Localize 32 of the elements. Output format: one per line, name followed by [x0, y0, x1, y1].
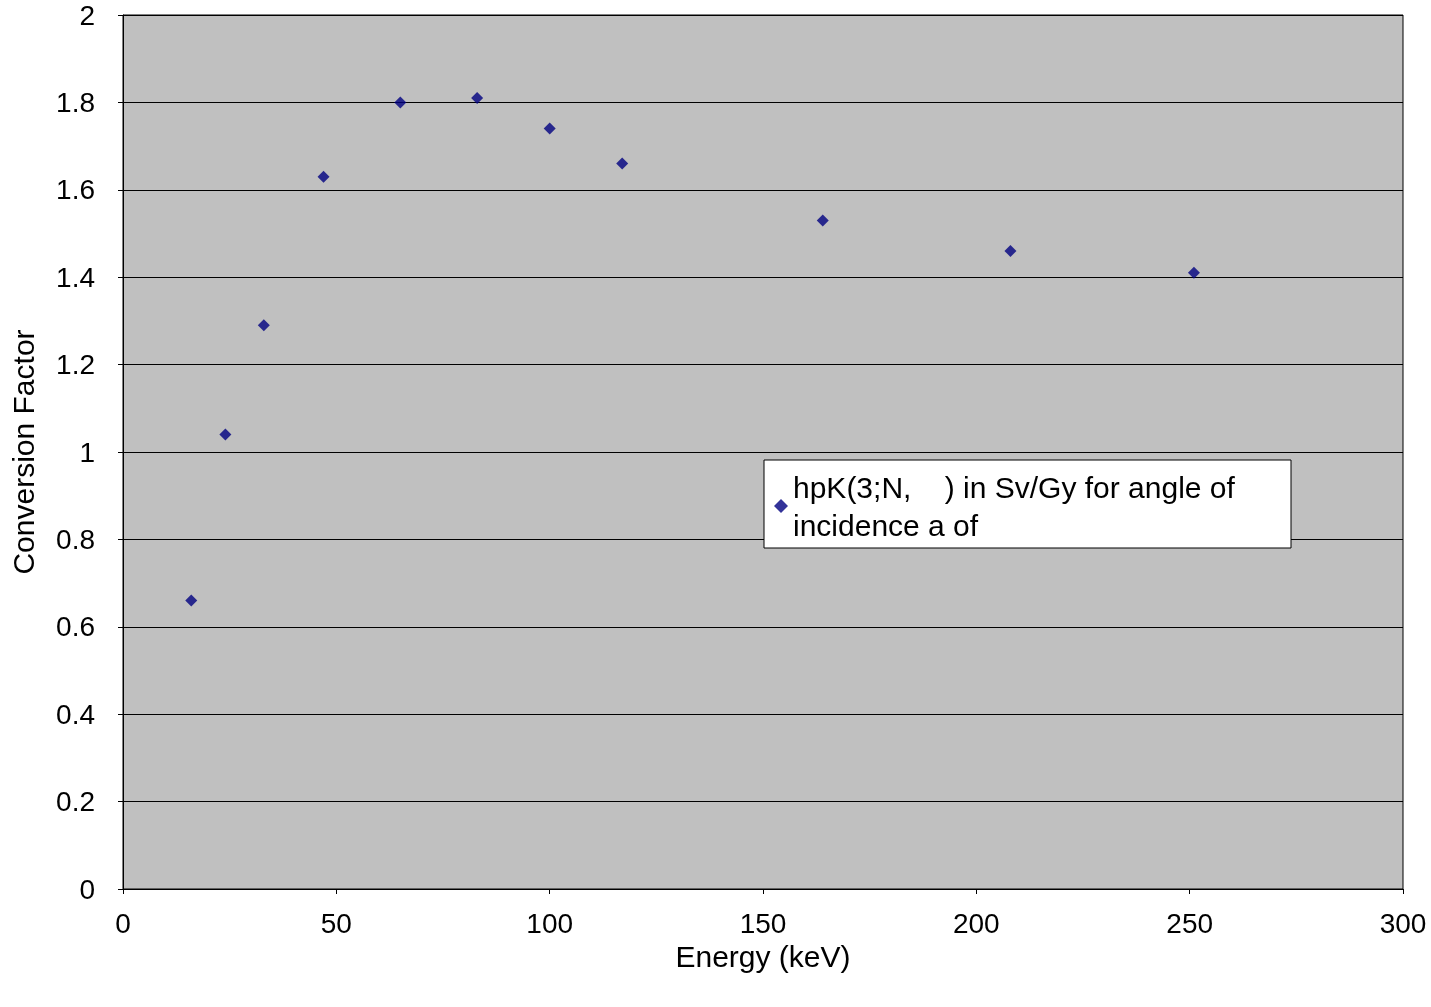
- point: [616, 157, 629, 170]
- x-tick-label: 200: [952, 907, 1000, 939]
- y-tick-label: 1.8: [56, 86, 95, 118]
- x-axis-title: Energy (keV): [675, 940, 851, 974]
- y-tick-label: 0.6: [56, 611, 95, 643]
- legend-label: hpK(3;N, ) in Sv/Gy for angle of incidence a of: [793, 470, 1244, 542]
- point: [257, 319, 270, 332]
- x-tick-label: 150: [739, 907, 787, 939]
- point: [317, 170, 330, 183]
- y-axis-title: Conversion Factor: [6, 329, 40, 575]
- x-tick-label: 100: [526, 907, 574, 939]
- y-tick-label: 0: [79, 873, 95, 905]
- point: [816, 214, 829, 227]
- y-tick-label: 1: [79, 436, 95, 468]
- y-tick-label: 0.2: [56, 786, 95, 818]
- point: [471, 92, 484, 105]
- x-tick-label: 300: [1379, 907, 1427, 939]
- y-tick-label: 1.2: [56, 349, 95, 381]
- x-tick-label: 50: [320, 907, 352, 939]
- y-tick-label: 2: [79, 0, 95, 31]
- x-tick-label: 250: [1166, 907, 1214, 939]
- y-tick-label: 0.8: [56, 523, 95, 555]
- y-tick-label: 1.6: [56, 174, 95, 206]
- y-tick-label: 1.4: [56, 261, 95, 293]
- point: [185, 594, 198, 607]
- point: [219, 428, 232, 441]
- point: [394, 96, 407, 109]
- x-tick-label: 0: [115, 907, 131, 939]
- point: [543, 122, 556, 135]
- point: [1004, 244, 1017, 257]
- point: [1187, 266, 1200, 279]
- y-tick-label: 0.4: [56, 698, 95, 730]
